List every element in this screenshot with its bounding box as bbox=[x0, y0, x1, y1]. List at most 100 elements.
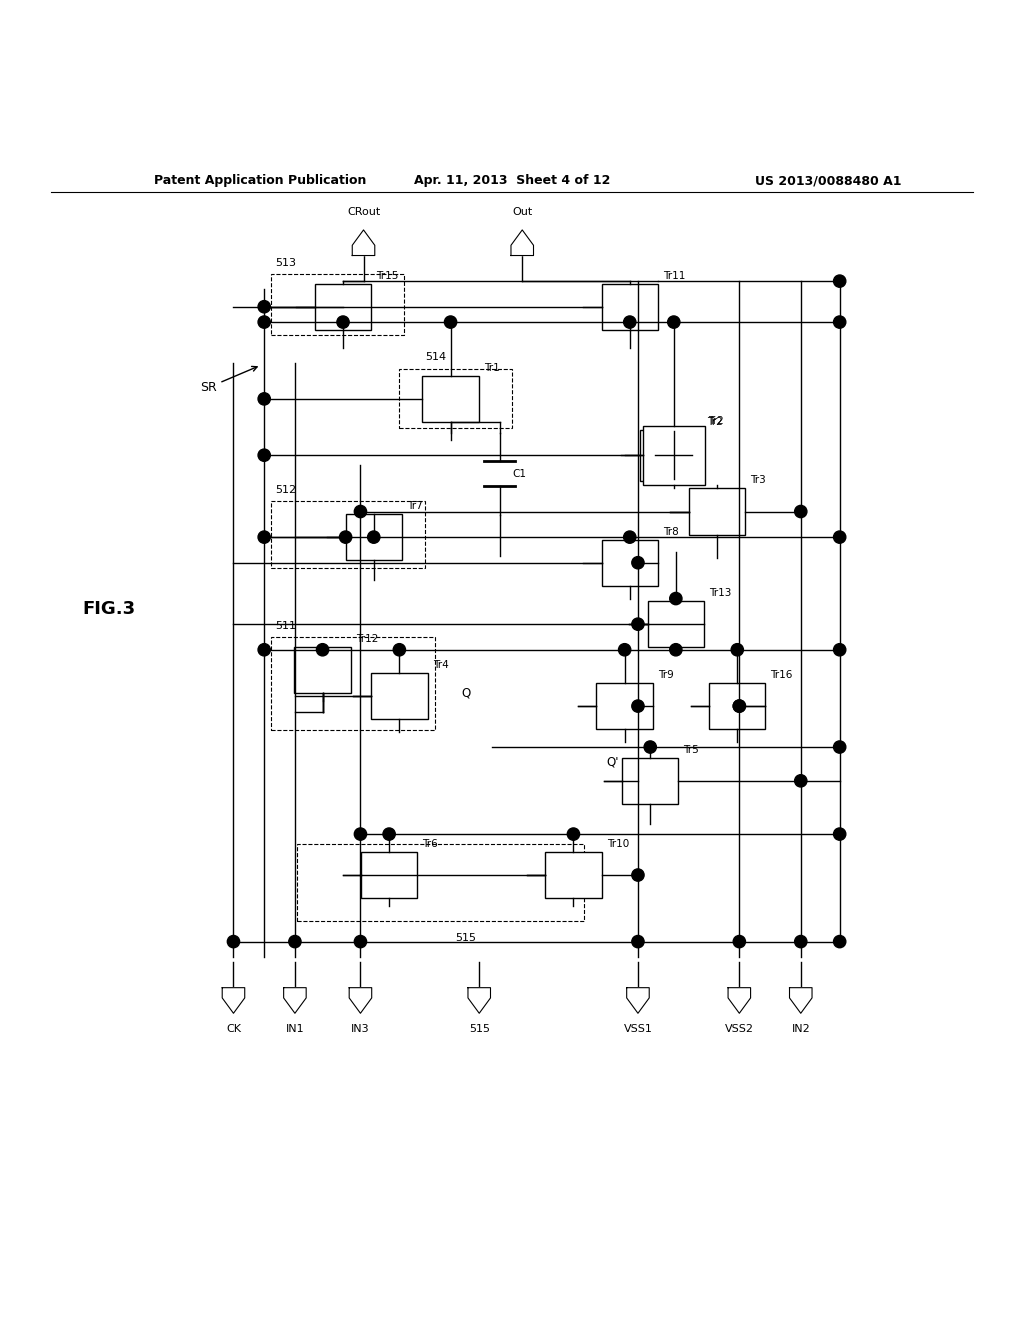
Circle shape bbox=[258, 531, 270, 544]
Circle shape bbox=[354, 828, 367, 841]
Text: CRout: CRout bbox=[347, 207, 380, 216]
Circle shape bbox=[368, 531, 380, 544]
Text: Tr5: Tr5 bbox=[684, 744, 699, 755]
Circle shape bbox=[354, 936, 367, 948]
Bar bbox=[345, 513, 401, 560]
Bar bbox=[648, 601, 705, 647]
Polygon shape bbox=[352, 230, 375, 256]
Polygon shape bbox=[790, 987, 812, 1014]
Circle shape bbox=[258, 301, 270, 313]
Circle shape bbox=[731, 644, 743, 656]
Bar bbox=[602, 540, 658, 586]
Polygon shape bbox=[284, 987, 306, 1014]
Circle shape bbox=[733, 936, 745, 948]
Text: 514: 514 bbox=[425, 352, 446, 362]
Circle shape bbox=[227, 936, 240, 948]
Text: VSS2: VSS2 bbox=[725, 1023, 754, 1034]
Polygon shape bbox=[349, 987, 372, 1014]
Text: Tr13: Tr13 bbox=[709, 587, 731, 598]
Circle shape bbox=[632, 557, 644, 569]
Circle shape bbox=[258, 644, 270, 656]
Bar bbox=[360, 851, 418, 898]
Text: Tr1: Tr1 bbox=[484, 363, 500, 372]
Bar bbox=[271, 275, 404, 335]
Bar bbox=[709, 682, 766, 729]
Text: Tr12: Tr12 bbox=[356, 634, 378, 644]
Bar bbox=[371, 673, 428, 719]
Circle shape bbox=[383, 828, 395, 841]
Circle shape bbox=[834, 828, 846, 841]
Circle shape bbox=[258, 393, 270, 405]
Text: Apr. 11, 2013  Sheet 4 of 12: Apr. 11, 2013 Sheet 4 of 12 bbox=[414, 174, 610, 187]
Bar bbox=[422, 376, 478, 422]
Circle shape bbox=[834, 936, 846, 948]
Circle shape bbox=[733, 700, 745, 713]
Circle shape bbox=[733, 700, 745, 713]
Circle shape bbox=[618, 644, 631, 656]
Bar bbox=[640, 430, 701, 480]
Text: Tr8: Tr8 bbox=[664, 527, 679, 537]
Bar bbox=[399, 370, 512, 428]
Bar bbox=[271, 638, 435, 730]
Circle shape bbox=[258, 315, 270, 329]
Circle shape bbox=[337, 315, 349, 329]
Text: Tr15: Tr15 bbox=[377, 271, 398, 281]
Bar bbox=[602, 284, 658, 330]
Bar bbox=[271, 502, 425, 568]
Circle shape bbox=[834, 315, 846, 329]
Circle shape bbox=[393, 644, 406, 656]
Bar bbox=[623, 758, 679, 804]
Circle shape bbox=[834, 275, 846, 288]
Circle shape bbox=[834, 644, 846, 656]
Circle shape bbox=[644, 741, 656, 754]
Text: Tr3: Tr3 bbox=[750, 475, 766, 486]
Text: IN1: IN1 bbox=[286, 1023, 304, 1034]
Circle shape bbox=[834, 531, 846, 544]
Bar bbox=[315, 284, 371, 330]
Text: Tr10: Tr10 bbox=[606, 840, 629, 849]
Circle shape bbox=[316, 644, 329, 656]
Text: Tr7: Tr7 bbox=[408, 502, 423, 511]
Text: IN2: IN2 bbox=[792, 1023, 810, 1034]
Text: Tr4: Tr4 bbox=[433, 660, 449, 669]
Text: FIG.3: FIG.3 bbox=[82, 599, 135, 618]
Bar bbox=[297, 845, 584, 921]
Text: IN3: IN3 bbox=[351, 1023, 370, 1034]
Text: Out: Out bbox=[512, 207, 532, 216]
Bar bbox=[596, 682, 653, 729]
Circle shape bbox=[632, 618, 644, 631]
Circle shape bbox=[795, 506, 807, 517]
Text: 515: 515 bbox=[469, 1023, 489, 1034]
Text: Tr11: Tr11 bbox=[664, 271, 685, 281]
Circle shape bbox=[289, 936, 301, 948]
Text: 511: 511 bbox=[275, 622, 297, 631]
Text: Tr2: Tr2 bbox=[707, 417, 723, 426]
Text: VSS1: VSS1 bbox=[624, 1023, 652, 1034]
Polygon shape bbox=[627, 987, 649, 1014]
Text: Q: Q bbox=[461, 686, 471, 700]
Bar bbox=[688, 488, 745, 535]
Circle shape bbox=[795, 936, 807, 948]
Circle shape bbox=[624, 531, 636, 544]
Circle shape bbox=[339, 531, 352, 544]
Text: Patent Application Publication: Patent Application Publication bbox=[154, 174, 366, 187]
Text: C1: C1 bbox=[512, 469, 526, 479]
Text: Tr16: Tr16 bbox=[770, 671, 793, 680]
Bar bbox=[295, 647, 350, 693]
Text: Tr2: Tr2 bbox=[708, 416, 723, 425]
Circle shape bbox=[354, 506, 367, 517]
Text: US 2013/0088480 A1: US 2013/0088480 A1 bbox=[755, 174, 901, 187]
Circle shape bbox=[444, 315, 457, 329]
Circle shape bbox=[670, 593, 682, 605]
Text: 513: 513 bbox=[275, 257, 297, 268]
Circle shape bbox=[632, 936, 644, 948]
Circle shape bbox=[834, 741, 846, 754]
Text: 515: 515 bbox=[456, 933, 477, 944]
Circle shape bbox=[668, 315, 680, 329]
Polygon shape bbox=[511, 230, 534, 256]
Text: CK: CK bbox=[226, 1023, 241, 1034]
Text: 512: 512 bbox=[275, 486, 297, 495]
Circle shape bbox=[258, 449, 270, 462]
Circle shape bbox=[670, 644, 682, 656]
Bar bbox=[546, 851, 602, 898]
